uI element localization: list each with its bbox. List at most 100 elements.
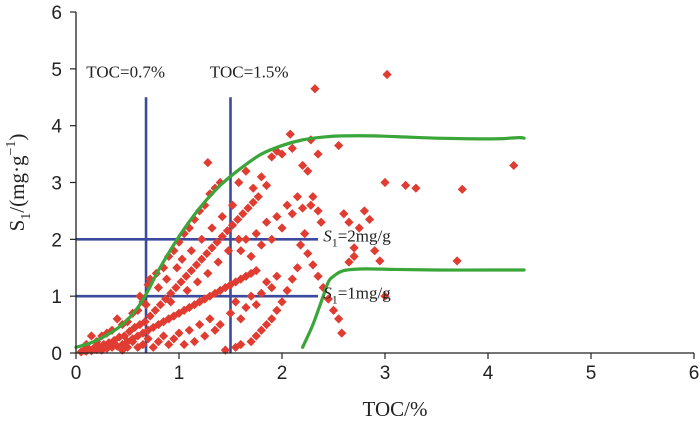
data-point	[382, 69, 392, 80]
data-point	[253, 192, 263, 202]
data-point	[287, 143, 297, 153]
data-point	[203, 158, 213, 168]
data-point	[217, 212, 227, 222]
data-point	[166, 297, 176, 307]
data-point	[261, 277, 272, 287]
data-point	[231, 342, 241, 352]
data-point	[344, 217, 354, 227]
data-point	[234, 177, 244, 188]
data-point	[238, 209, 248, 219]
data-point	[200, 331, 210, 341]
s1-threshold-label: S1=2mg/g	[323, 227, 391, 250]
y-title-unit: /(mg·g	[5, 155, 29, 213]
data-point	[457, 184, 467, 194]
data-point	[334, 314, 344, 324]
y-title-symbol: S	[5, 220, 29, 232]
data-point	[251, 331, 261, 341]
data-point	[375, 256, 385, 266]
data-point	[212, 237, 222, 247]
x-tick-label: 2	[277, 363, 288, 384]
data-point	[267, 152, 277, 162]
data-point	[359, 206, 369, 216]
data-point	[128, 337, 138, 347]
data-point	[184, 325, 194, 335]
data-point	[246, 337, 256, 347]
s1-label-value: =1mg/g	[338, 283, 392, 302]
data-point	[256, 325, 266, 335]
data-point	[272, 212, 282, 222]
data-point	[364, 214, 375, 225]
data-point	[210, 183, 220, 193]
data-point	[145, 311, 155, 321]
data-point	[138, 339, 148, 350]
data-point	[287, 209, 297, 219]
data-point	[210, 325, 220, 335]
data-point	[246, 251, 256, 261]
data-point	[203, 268, 213, 279]
data-point	[298, 160, 308, 171]
y-tick-label: 4	[51, 117, 62, 138]
s1-label-value: =2mg/g	[338, 227, 392, 246]
data-point	[192, 277, 203, 287]
data-point	[112, 314, 122, 324]
x-axis-title: TOC/%	[363, 397, 428, 421]
data-point	[354, 223, 364, 233]
data-point	[97, 331, 107, 341]
data-point	[122, 337, 133, 347]
data-point	[99, 339, 109, 350]
data-point	[267, 314, 277, 324]
data-point	[169, 334, 179, 344]
data-point	[300, 229, 310, 239]
data-point	[186, 246, 196, 256]
data-point	[313, 271, 323, 281]
data-point	[234, 234, 244, 244]
s1-threshold-label: S1=1mg/g	[323, 283, 391, 306]
x-tick-label: 6	[689, 363, 700, 384]
data-point	[344, 257, 354, 267]
data-point	[316, 217, 326, 227]
y-tick-label: 2	[51, 230, 62, 251]
data-point	[303, 166, 313, 176]
data-point	[282, 285, 292, 296]
data-point	[241, 271, 251, 281]
data-point	[217, 231, 227, 242]
data-point	[256, 288, 266, 298]
data-point	[231, 277, 241, 287]
data-point	[272, 271, 282, 281]
data-point	[285, 129, 295, 139]
data-point	[197, 254, 207, 264]
data-point	[158, 331, 169, 341]
data-point	[143, 334, 153, 344]
data-point	[308, 260, 318, 270]
data-point	[380, 291, 390, 301]
data-point	[189, 300, 200, 310]
data-point	[236, 274, 246, 284]
data-point	[277, 297, 287, 307]
data-point	[162, 274, 172, 284]
data-point	[256, 172, 266, 182]
y-tick-label: 5	[51, 60, 62, 81]
lower-envelope-curve	[301, 267, 526, 349]
data-point	[267, 234, 277, 244]
data-point	[298, 203, 308, 213]
data-point	[200, 294, 210, 304]
data-point	[174, 328, 184, 338]
data-point	[145, 274, 155, 284]
data-point	[171, 283, 181, 293]
data-point	[251, 300, 261, 310]
data-point	[241, 166, 251, 176]
data-point	[243, 203, 253, 213]
data-point	[272, 146, 282, 156]
x-tick-label: 0	[71, 363, 82, 384]
data-point	[176, 277, 186, 287]
data-point	[261, 180, 272, 190]
data-point	[236, 314, 246, 324]
data-point	[135, 319, 145, 330]
data-point	[166, 288, 176, 298]
toc-threshold-label: TOC=1.5%	[210, 62, 289, 81]
data-point	[401, 180, 411, 190]
data-point	[109, 335, 119, 346]
data-point	[150, 305, 160, 315]
s1-label-symbol: S	[323, 227, 332, 246]
